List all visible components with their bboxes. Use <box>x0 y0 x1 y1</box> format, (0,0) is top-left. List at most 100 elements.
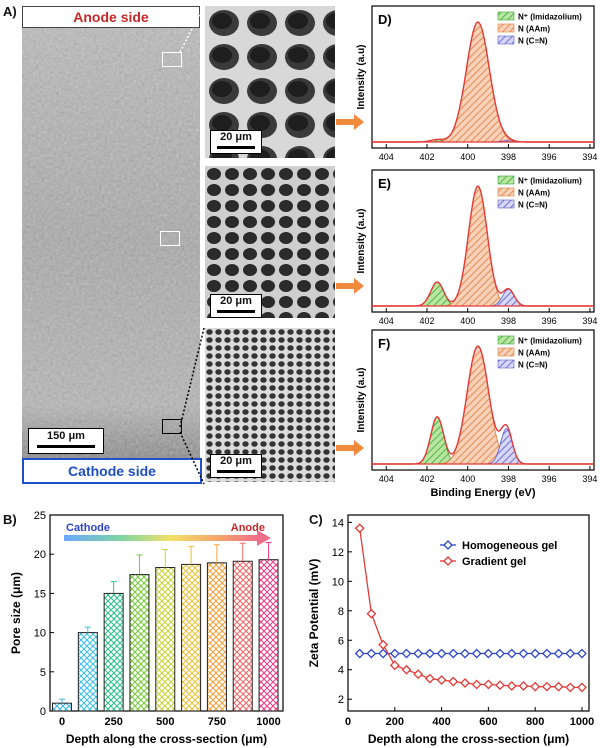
legend-label: N⁺ (Imidazolium) <box>518 13 582 22</box>
data-point-gradient <box>378 639 389 650</box>
data-point-homogeneous <box>530 648 541 659</box>
sem-cross-section-image <box>22 6 200 476</box>
cathode-side-box: Cathode side <box>22 458 202 484</box>
xps-panel-e: 404 402 400 398 396 394 Intensity (a.u) E) N⁺ (I… <box>356 169 597 326</box>
line-ytick-label: 6 <box>338 635 344 647</box>
legend-label: N (C≡N) <box>518 201 548 210</box>
pore-size-bar <box>232 560 253 712</box>
sem-zoom-middle <box>205 166 335 318</box>
data-point-gradient <box>495 680 506 691</box>
data-point-homogeneous <box>448 648 459 659</box>
data-point-gradient <box>460 678 470 688</box>
line-ytick-label: 2 <box>338 694 344 706</box>
data-point-homogeneous <box>354 648 365 659</box>
sem-cross-section-texture <box>22 6 200 476</box>
zoom-top-scale-bar: 20 μm <box>210 130 262 154</box>
legend-label: N⁺ (Imidazolium) <box>518 177 582 186</box>
zoom-middle-scale-text: 20 μm <box>220 295 252 307</box>
xps-tick-label: 404 <box>379 316 394 326</box>
pore-size-bar <box>77 632 98 712</box>
bar-xtick-label: 500 <box>156 716 174 728</box>
gradient-label-cathode: Cathode <box>66 522 110 534</box>
zeta-potential-line-chart: 2 4 6 8 10 12 14 0 200 400 600 800 1000 Homogeneous g… <box>307 514 594 746</box>
legend-swatch <box>497 199 515 209</box>
roi-box-top <box>162 52 182 67</box>
pore-size-bar <box>181 563 202 712</box>
xps-panel-d: 404 402 400 398 396 394 Intensity (a.u) D) N⁺ (I… <box>356 5 597 162</box>
data-point-homogeneous <box>506 648 517 659</box>
data-point-homogeneous <box>436 648 447 659</box>
legend-swatch <box>497 347 515 357</box>
anode-side-label: Anode side <box>73 9 149 25</box>
anode-side-box: Anode side <box>22 6 200 28</box>
xps-tick-label: 394 <box>582 316 597 326</box>
legend-label: N (C≡N) <box>518 361 548 370</box>
data-point-gradient <box>354 523 365 534</box>
bar-xtick-label: 0 <box>59 716 65 728</box>
data-point-homogeneous <box>366 648 377 659</box>
legend-label: N (AAm) <box>518 25 550 34</box>
bar-ytick-label: 20 <box>34 549 46 561</box>
cathode-anode-gradient-arrow <box>64 535 257 541</box>
roi-box-bottom <box>162 419 182 434</box>
line-ytick-label: 14 <box>332 517 344 529</box>
data-point-gradient <box>366 608 377 619</box>
data-point-gradient <box>518 681 529 691</box>
gradient-arrow-head-icon <box>257 530 271 546</box>
data-point-homogeneous <box>483 648 494 659</box>
xps-tick-label: 404 <box>379 474 394 484</box>
xps-tick-label: 396 <box>542 474 557 484</box>
main-scale-line <box>37 445 95 448</box>
panel-label-f: F) <box>378 336 390 351</box>
xps-tick-label: 404 <box>379 152 394 162</box>
line-xtick-label: 800 <box>526 716 544 728</box>
xps-tick-label: 400 <box>460 316 475 326</box>
zoom-middle-scale-bar: 20 μm <box>210 294 262 318</box>
panel-label-e: E) <box>378 176 391 191</box>
legend-swatch <box>497 23 515 33</box>
cathode-side-label: Cathode side <box>68 463 156 479</box>
xps-tick-label: 402 <box>419 316 434 326</box>
data-point-gradient <box>541 681 552 692</box>
data-point-homogeneous <box>413 648 424 659</box>
legend-label: N (C≡N) <box>518 37 548 46</box>
legend-marker-icon <box>443 556 453 566</box>
data-point-gradient <box>471 679 482 690</box>
line-xtick-label: 400 <box>432 716 450 728</box>
xps-tick-label: 398 <box>501 152 516 162</box>
data-point-gradient <box>424 673 435 684</box>
data-point-gradient <box>530 681 541 692</box>
main-scale-text: 150 μm <box>47 430 85 442</box>
xps-charts: 404 402 400 398 396 394 Intensity (a.u) D) N⁺ (I… <box>356 5 597 499</box>
line-xtick-label: 1000 <box>570 716 594 728</box>
main-scale-bar: 150 μm <box>28 428 104 454</box>
legend-swatch <box>497 11 515 21</box>
xps-tick-label: 398 <box>501 316 516 326</box>
arrow-right-icon <box>336 278 364 294</box>
line-ytick-label: 12 <box>332 547 344 559</box>
line-ylabel: Zeta Potential (mV) <box>307 559 321 668</box>
xps-tick-label: 396 <box>542 316 557 326</box>
pore-size-bar <box>206 562 227 712</box>
legend-swatch <box>497 187 515 197</box>
data-point-gradient <box>506 681 517 691</box>
data-point-homogeneous <box>553 648 564 659</box>
panel-label-b: B) <box>3 512 17 527</box>
data-point-homogeneous <box>460 648 470 659</box>
data-point-gradient <box>436 675 447 685</box>
legend-swatch <box>497 175 515 185</box>
data-point-homogeneous <box>378 648 389 659</box>
arrow-right-icon <box>336 114 364 130</box>
xps-tick-label: 400 <box>460 474 475 484</box>
line-xlabel: Depth along the cross-section (μm) <box>368 732 569 746</box>
data-point-gradient <box>565 682 576 693</box>
roi-box-middle <box>160 231 180 246</box>
panel-label-d: D) <box>378 12 392 27</box>
xps-ylabel: Intensity (a.u) <box>356 208 367 273</box>
bar-ylabel: Pore size (μm) <box>9 572 23 654</box>
legend-label: N (AAm) <box>518 189 550 198</box>
data-point-homogeneous <box>389 648 400 659</box>
data-point-gradient <box>448 676 459 687</box>
zoom-bottom-scale-bar: 20 μm <box>210 454 262 478</box>
